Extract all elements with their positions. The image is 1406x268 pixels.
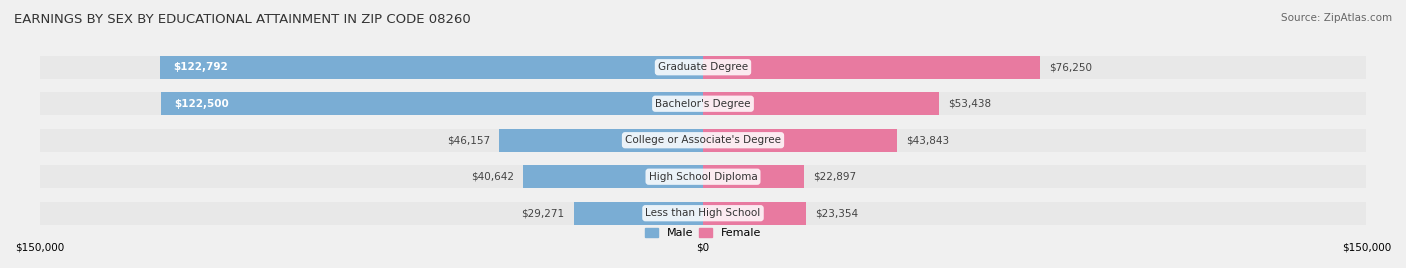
Bar [703, 56, 1040, 79]
Bar [160, 56, 703, 79]
Text: Bachelor's Degree: Bachelor's Degree [655, 99, 751, 109]
Bar [703, 129, 1367, 151]
Text: $43,843: $43,843 [905, 135, 949, 145]
Text: Source: ZipAtlas.com: Source: ZipAtlas.com [1281, 13, 1392, 23]
Bar [703, 202, 1367, 225]
Bar [703, 92, 939, 115]
Bar [703, 165, 1367, 188]
Text: $122,500: $122,500 [174, 99, 229, 109]
Bar [39, 165, 703, 188]
Bar [703, 202, 806, 225]
Text: $53,438: $53,438 [948, 99, 991, 109]
Text: EARNINGS BY SEX BY EDUCATIONAL ATTAINMENT IN ZIP CODE 08260: EARNINGS BY SEX BY EDUCATIONAL ATTAINMEN… [14, 13, 471, 27]
Bar [523, 165, 703, 188]
Text: $23,354: $23,354 [815, 208, 858, 218]
Bar [703, 56, 1367, 79]
Bar [703, 129, 897, 151]
Text: High School Diploma: High School Diploma [648, 172, 758, 182]
Bar [574, 202, 703, 225]
Text: $46,157: $46,157 [447, 135, 491, 145]
Bar [39, 92, 703, 115]
Text: $29,271: $29,271 [522, 208, 565, 218]
Bar [39, 129, 703, 151]
Text: College or Associate's Degree: College or Associate's Degree [626, 135, 780, 145]
Text: $76,250: $76,250 [1049, 62, 1092, 72]
Text: Graduate Degree: Graduate Degree [658, 62, 748, 72]
Bar [39, 56, 703, 79]
Text: $40,642: $40,642 [471, 172, 515, 182]
Text: $22,897: $22,897 [813, 172, 856, 182]
Bar [703, 165, 804, 188]
Bar [703, 92, 1367, 115]
Legend: Male, Female: Male, Female [640, 224, 766, 243]
Text: Less than High School: Less than High School [645, 208, 761, 218]
Bar [39, 202, 703, 225]
Bar [499, 129, 703, 151]
Bar [162, 92, 703, 115]
Text: $122,792: $122,792 [173, 62, 228, 72]
